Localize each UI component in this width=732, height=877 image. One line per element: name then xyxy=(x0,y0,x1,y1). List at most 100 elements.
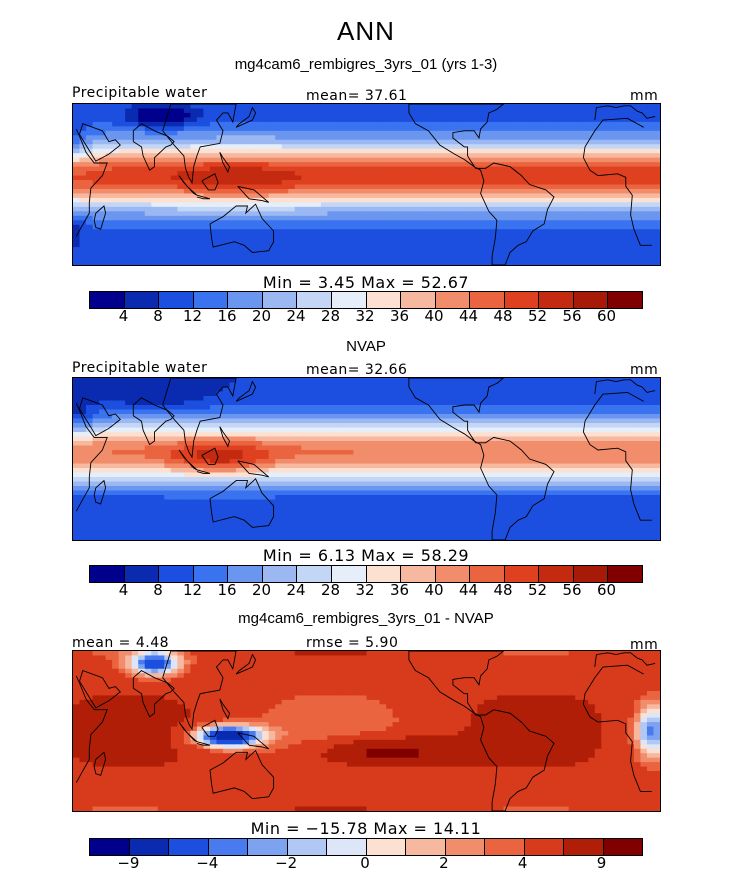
colorbar-tick-label: 24 xyxy=(286,307,306,325)
coastline xyxy=(75,403,108,512)
coastline xyxy=(79,670,121,709)
coastline xyxy=(219,698,230,720)
colorbar-swatch xyxy=(90,839,130,855)
coastline xyxy=(594,652,656,668)
colorbar-swatch xyxy=(90,292,125,308)
colorbar-tick-label: 40 xyxy=(424,307,444,325)
colorbar-tick-label: 32 xyxy=(355,307,375,325)
colorbar-swatch xyxy=(435,566,471,582)
colorbar-tick-label: 56 xyxy=(562,307,582,325)
coastline xyxy=(201,719,219,737)
colorbar-tick-label: 32 xyxy=(355,581,375,599)
colorbar-swatch xyxy=(564,839,604,855)
coastline xyxy=(162,651,237,731)
coastline xyxy=(237,185,269,203)
colorbar-swatch xyxy=(608,292,642,308)
colorbar-swatch xyxy=(366,292,402,308)
colorbar-tick-label: −2 xyxy=(275,854,298,872)
colorbar-swatch xyxy=(485,839,525,855)
coastline xyxy=(594,379,656,395)
panel-2-variable-label: Precipitable water xyxy=(72,360,208,376)
coastline xyxy=(583,704,652,792)
panel-1-colorbar xyxy=(89,291,643,309)
coastline xyxy=(132,123,175,171)
colorbar-swatch xyxy=(573,292,609,308)
colorbar-swatch xyxy=(159,292,194,308)
colorbar-swatch xyxy=(248,839,288,855)
coastline xyxy=(582,117,644,158)
coastline xyxy=(237,732,269,750)
colorbar-swatch xyxy=(470,292,505,308)
coastline xyxy=(583,431,652,521)
coastline xyxy=(235,106,257,128)
panel-3-map xyxy=(72,650,661,812)
colorbar-swatch xyxy=(193,292,229,308)
colorbar-tick-label: 4 xyxy=(517,854,528,872)
colorbar-tick-label: 20 xyxy=(251,581,272,599)
coastline xyxy=(594,105,656,121)
colorbar-tick-label: 40 xyxy=(424,581,444,599)
coastline xyxy=(196,194,211,200)
colorbar-swatch xyxy=(331,292,367,308)
colorbar-tick-label: 52 xyxy=(527,307,548,325)
colorbar-tick-label: 9 xyxy=(596,854,607,872)
coastline xyxy=(79,397,121,437)
panel-1-colorbar-ticks: 4 8 12 16 20 24 28 32 36 40 44 48 52 56 60 xyxy=(89,307,641,325)
colorbar-tick-label: 8 xyxy=(153,581,163,599)
panel-1-map xyxy=(72,103,661,266)
colorbar-swatch xyxy=(262,566,298,582)
panel-3-colorbar-ticks: −9 −4 −2 0 2 4 9 xyxy=(89,854,641,872)
panel-3-title: mg4cam6_rembigres_3yrs_01 - NVAP xyxy=(238,610,494,627)
coastline xyxy=(408,378,555,540)
colorbar-tick-label: 44 xyxy=(458,581,479,599)
colorbar-tick-label: 48 xyxy=(493,307,513,325)
panel-2-units-label: mm xyxy=(630,362,659,378)
panel-2-map xyxy=(72,377,661,541)
panel-3-minmax: Min = −15.78 Max = 14.11 xyxy=(250,819,482,838)
colorbar-tick-label: 52 xyxy=(527,581,548,599)
coastline xyxy=(93,205,107,230)
colorbar-tick-label: 28 xyxy=(320,307,341,325)
colorbar-tick-label: 60 xyxy=(596,307,617,325)
colorbar-tick-label: 36 xyxy=(389,581,410,599)
coastline xyxy=(408,651,555,811)
coastline xyxy=(178,175,198,196)
coastline xyxy=(196,469,211,474)
colorbar-swatch xyxy=(445,839,485,855)
coastline xyxy=(583,157,652,246)
panel-1-minmax: Min = 3.45 Max = 52.67 xyxy=(262,273,470,292)
panel-2-minmax: Min = 6.13 Max = 58.29 xyxy=(262,546,470,565)
colorbar-swatch xyxy=(366,839,406,855)
panel-1-units-label: mm xyxy=(630,88,659,104)
coastline xyxy=(178,449,198,471)
panel-3-units-label: mm xyxy=(630,637,659,653)
coastline xyxy=(79,123,121,162)
colorbar-swatch xyxy=(524,839,564,855)
coastline xyxy=(235,380,257,402)
panel-1-mean-label: mean= 37.61 xyxy=(306,88,408,104)
colorbar-swatch xyxy=(297,566,332,582)
panel-3-map-field xyxy=(73,651,660,811)
panel-3-mean-label: mean = 4.48 xyxy=(72,635,170,651)
colorbar-tick-label: 24 xyxy=(286,581,306,599)
coastline xyxy=(93,479,107,505)
colorbar-tick-label: 16 xyxy=(217,307,237,325)
panel-2-mean-label: mean= 32.66 xyxy=(306,362,408,378)
colorbar-swatch xyxy=(193,566,229,582)
colorbar-tick-label: 36 xyxy=(389,307,410,325)
coastline xyxy=(209,478,275,528)
colorbar-swatch xyxy=(90,566,125,582)
coastline xyxy=(582,391,644,433)
coastline xyxy=(209,749,275,800)
coastline xyxy=(162,378,237,459)
coastline xyxy=(219,426,230,448)
panel-3-colorbar xyxy=(89,838,643,856)
coastline xyxy=(196,741,211,746)
panel-1-title: mg4cam6_rembigres_3yrs_01 (yrs 1-3) xyxy=(234,56,498,73)
colorbar-tick-label: 20 xyxy=(251,307,272,325)
season-title: ANN xyxy=(337,16,395,46)
colorbar-tick-label: −9 xyxy=(117,854,140,872)
coastline xyxy=(235,653,257,675)
colorbar-tick-label: 60 xyxy=(596,581,617,599)
colorbar-swatch xyxy=(603,839,642,855)
